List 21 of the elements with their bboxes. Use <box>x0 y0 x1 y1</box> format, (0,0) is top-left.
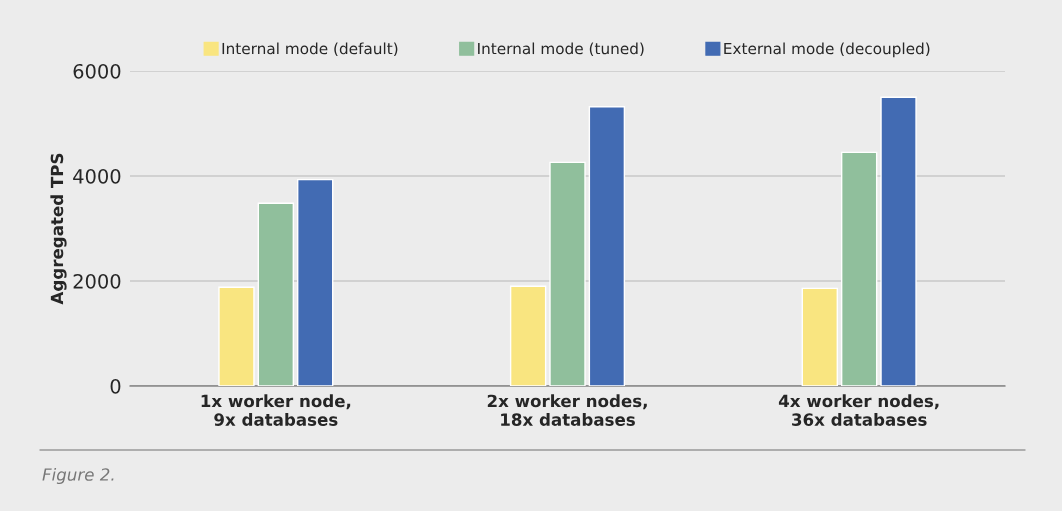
y-tick-label: 6000 <box>73 63 121 79</box>
bar <box>218 286 255 386</box>
legend-label: External mode (decoupled) <box>724 42 930 58</box>
y-axis-title: Aggregated TPS <box>50 153 67 305</box>
y-tick-label: 0 <box>110 378 121 394</box>
x-tick-label: 1x worker node, 9x databases <box>201 394 351 426</box>
y-tick-label: 2000 <box>73 273 121 289</box>
bar <box>880 96 917 386</box>
bar <box>801 287 838 386</box>
bar <box>840 151 878 386</box>
y-tick-label: 4000 <box>73 168 121 184</box>
legend-label: Internal mode (default) <box>222 42 398 57</box>
bar <box>549 161 586 386</box>
x-tick-label: 4x worker nodes, 36x databases <box>778 394 939 426</box>
bar <box>509 285 547 386</box>
bar <box>297 178 334 386</box>
caption: Figure 2. <box>42 467 114 485</box>
x-tick-label: 2x worker nodes, 18x databases <box>487 394 647 426</box>
bar <box>588 106 626 386</box>
bar <box>257 202 295 386</box>
legend-label: Internal mode (tuned) <box>478 42 644 57</box>
